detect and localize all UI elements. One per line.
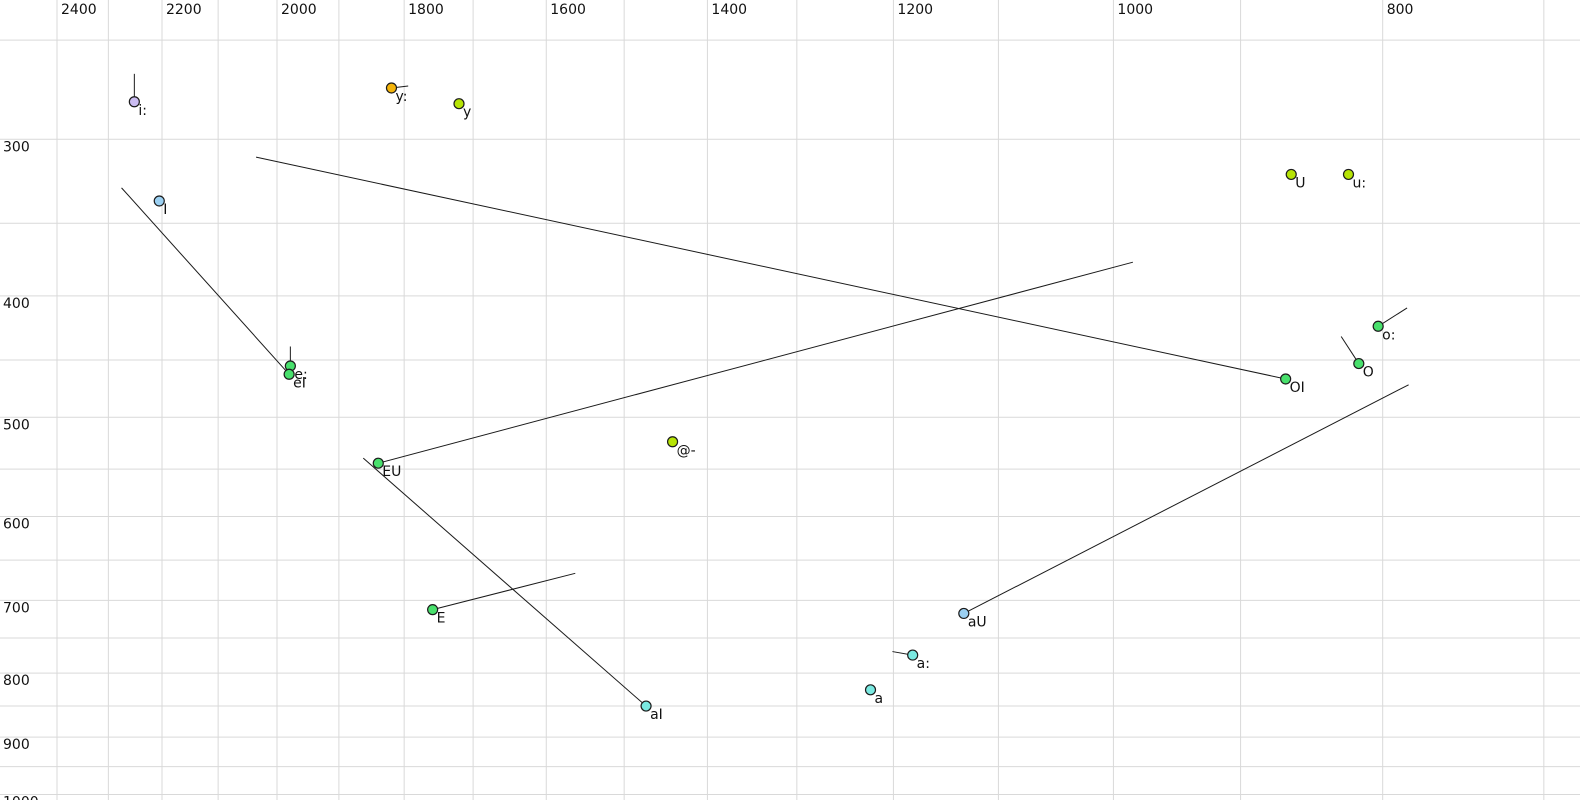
- vowel-point-12-eu: [372, 457, 384, 469]
- glide-line-17-ai: [362, 457, 647, 707]
- x-axis-tick-label-1600: 1600: [550, 2, 586, 18]
- vowel-point-1-i: [153, 195, 165, 207]
- vowel-label-9-o: O: [1363, 365, 1374, 381]
- vowel-label-7-ei: eI: [293, 375, 306, 391]
- vowel-label-3-y: y: [463, 105, 471, 121]
- vowel-label-5-u: u:: [1352, 175, 1366, 191]
- vowel-label-15-a: a:: [917, 656, 930, 672]
- vowel-point-13-e: [427, 604, 439, 616]
- y-axis-tick-label-600: 600: [3, 517, 30, 533]
- vowel-label-10-oi: OI: [1290, 380, 1305, 396]
- vowel-label-12-eu: EU: [382, 464, 401, 480]
- glide-line-7-ei: [121, 187, 290, 375]
- vowel-point-14-au: [958, 607, 970, 620]
- vowel-point-7-ei: [283, 368, 295, 380]
- vowel-label-2-y: y:: [395, 89, 407, 105]
- vowel-point-10-oi: [1280, 373, 1292, 385]
- vowel-point-2-y: [385, 82, 398, 94]
- glide-line-12-eu: [378, 261, 1134, 464]
- vowel-label-13-e: E: [437, 611, 446, 627]
- vowel-point-9-o: [1353, 357, 1365, 370]
- vowel-point-8-o: [1372, 320, 1384, 332]
- vowel-label-1-i: I: [163, 202, 167, 218]
- x-axis-tick-label-1400: 1400: [711, 2, 747, 18]
- vowel-point-17-ai: [640, 700, 652, 712]
- vowel-point-4-u: [1285, 168, 1297, 181]
- x-axis-tick-label-1200: 1200: [897, 2, 933, 18]
- vowel-point-5-u: [1342, 168, 1355, 181]
- x-axis-tick-label-800: 800: [1387, 2, 1414, 18]
- vowel-point-16-a: [864, 684, 877, 696]
- y-axis-tick-label-400: 400: [3, 296, 30, 312]
- x-axis-tick-label-2000: 2000: [281, 2, 317, 18]
- vowel-label-17-ai: aI: [650, 707, 663, 723]
- vowel-label-16-a: a: [875, 691, 884, 707]
- vowel-point-15-a: [907, 649, 919, 661]
- x-axis-tick-label-1800: 1800: [408, 2, 444, 18]
- y-axis-tick-label-800: 800: [3, 673, 30, 689]
- vowel-label-4-u: U: [1295, 175, 1305, 191]
- vowel-label-14-au: aU: [968, 614, 987, 630]
- y-axis-tick-label-1000: 1000: [3, 795, 39, 800]
- vowel-point-11-x: [666, 436, 679, 448]
- vowel-point-0-i: [128, 96, 140, 108]
- y-axis-tick-label-500: 500: [3, 417, 30, 433]
- vowel-point-3-y: [453, 98, 465, 110]
- glide-line-13-e: [432, 572, 576, 611]
- y-axis-tick-label-700: 700: [3, 600, 30, 616]
- vowel-label-0-i: i:: [138, 103, 147, 119]
- vowel-label-11-x: @-: [677, 443, 696, 459]
- y-axis-tick-label-300: 300: [3, 139, 30, 155]
- x-axis-tick-label-2400: 2400: [61, 2, 97, 18]
- glide-line-10-oi: [255, 156, 1286, 380]
- x-axis-tick-label-2200: 2200: [166, 2, 202, 18]
- glide-line-8-o: [1377, 307, 1408, 327]
- vowel-label-8-o: o:: [1382, 327, 1395, 343]
- vowel-label-6-e: e:: [294, 367, 307, 383]
- glide-line-14-au: [963, 384, 1409, 614]
- x-axis-tick-label-1000: 1000: [1117, 2, 1153, 18]
- y-axis-tick-label-900: 900: [3, 737, 30, 753]
